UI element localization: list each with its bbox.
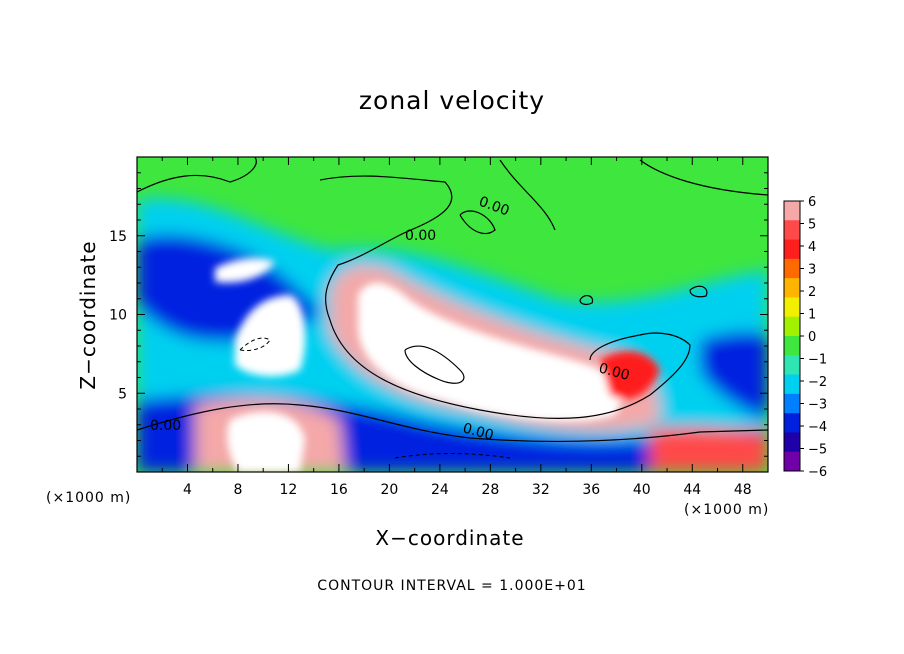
colorbar-tick-label: −2 xyxy=(808,375,827,390)
colorbar-segment xyxy=(784,201,800,221)
contour-line-7 xyxy=(689,285,708,298)
x-axis-label: X−coordinate xyxy=(375,526,525,550)
colorbar-segment xyxy=(784,258,800,279)
x-tick-label: 24 xyxy=(431,482,449,498)
y-axis-ticks: 5 10 15 xyxy=(109,172,768,457)
contour-label: 0.00 xyxy=(150,418,181,434)
colorbar-tick-label: 1 xyxy=(808,308,816,323)
contour-line-4 xyxy=(499,159,556,231)
field-left-core xyxy=(235,295,306,377)
colorbar-segment xyxy=(784,355,800,376)
x-unit-right: (×1000 m) xyxy=(684,502,770,518)
field-right-blue xyxy=(700,331,768,420)
field-right-red xyxy=(650,427,768,472)
field-mid-core xyxy=(358,282,621,422)
x-tick-label: 48 xyxy=(734,482,752,498)
colorbar-segment xyxy=(784,316,800,337)
colorbar-segment xyxy=(784,374,800,395)
x-axis-ticks: 4 8 12 16 20 24 28 32 36 40 44 48 xyxy=(161,157,752,498)
field-right-jet xyxy=(600,351,660,399)
x-tick-label: 4 xyxy=(183,482,192,498)
colorbar-segment xyxy=(784,336,800,356)
colorbar-segment xyxy=(784,239,800,260)
x-tick-label: 28 xyxy=(481,482,499,498)
field-lower-core xyxy=(227,411,305,472)
velocity-field xyxy=(137,157,768,472)
y-tick-label: 10 xyxy=(109,308,127,324)
colorbar-tick-label: 4 xyxy=(808,240,816,255)
contour-negative-0 xyxy=(239,337,271,351)
contour-line-6 xyxy=(579,294,594,306)
colorbar-segment xyxy=(784,278,800,298)
colorbar-tick-label: 0 xyxy=(808,330,816,345)
colorbar-segment xyxy=(784,220,800,241)
colorbar-tick-label: −6 xyxy=(808,465,827,480)
x-tick-label: 16 xyxy=(330,482,348,498)
colorbar-tick-label: 3 xyxy=(808,263,816,278)
x-tick-label: 8 xyxy=(233,482,242,498)
colorbar-segment xyxy=(784,393,800,414)
x-tick-label: 32 xyxy=(532,482,550,498)
colorbar-segment xyxy=(784,451,800,472)
contour-line-3 xyxy=(459,210,496,235)
colorbar-tick-label: −5 xyxy=(808,443,827,458)
contour-lines xyxy=(137,157,768,459)
contour-label: 0.00 xyxy=(405,228,436,244)
contour-interval-note: CONTOUR INTERVAL = 1.000E+01 xyxy=(317,578,587,594)
colorbar-tick-label: 2 xyxy=(808,285,816,300)
colorbar-tick-label: 5 xyxy=(808,218,816,233)
x-tick-label: 44 xyxy=(683,482,701,498)
x-tick-label: 36 xyxy=(582,482,600,498)
contour-label: 0.00 xyxy=(597,360,631,384)
contour-line-1 xyxy=(319,175,691,420)
chart-title: zonal velocity xyxy=(358,86,546,115)
contour-label: 0.00 xyxy=(461,420,495,444)
x-tick-label: 20 xyxy=(380,482,398,498)
colorbar-tick-label: 6 xyxy=(808,195,816,210)
contour-line-8 xyxy=(404,345,465,384)
y-tick-label: 5 xyxy=(118,386,127,402)
field-small-core xyxy=(215,258,275,283)
colorbar-tick-label: −3 xyxy=(808,398,827,413)
colorbar-tick-label: −4 xyxy=(808,420,827,435)
contour-line-5 xyxy=(639,159,768,196)
field-core-layer xyxy=(215,258,660,472)
y-tick-label: 15 xyxy=(109,229,127,245)
x-unit-left: (×1000 m) xyxy=(46,490,132,506)
colorbar: 6 5 4 3 2 1 0 −1 −2 −3 −4 −5 −6 xyxy=(783,195,827,480)
colorbar-segment xyxy=(784,432,800,453)
contour-line-0 xyxy=(137,157,257,193)
contour-line-2 xyxy=(137,403,768,442)
colorbar-segment xyxy=(784,297,800,318)
x-tick-label: 12 xyxy=(280,482,298,498)
colorbar-tick-label: −1 xyxy=(808,353,827,368)
colorbar-segment xyxy=(784,413,800,433)
x-tick-label: 40 xyxy=(633,482,651,498)
